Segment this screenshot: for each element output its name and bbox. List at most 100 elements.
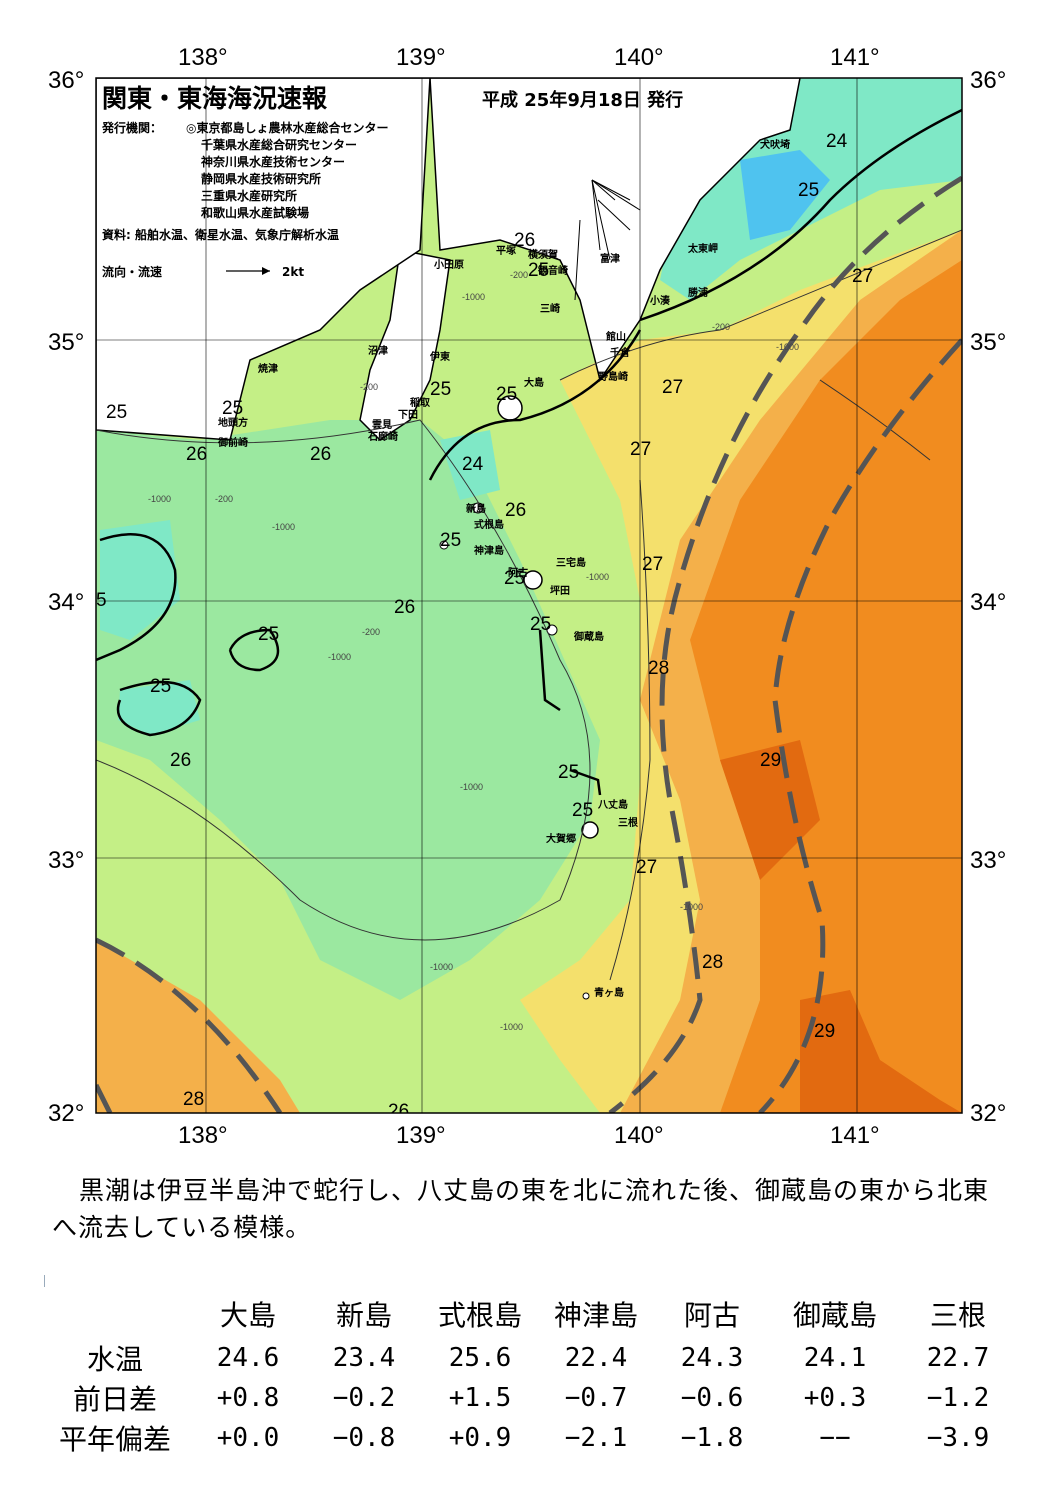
place-omaezaki: 御前崎 [217,436,248,449]
place-kumomi: 雲見 [372,419,392,431]
table-row: 平年偏差 +0.0 −0.8 +0.9 −2.1 −1.8 −− −3.9 [40,1418,1016,1458]
sea-surface-temperature-map: 24 25 27 25 25 26 26 25 25 24 26 25 25 2… [48,44,1006,1149]
place-taitomisaki: 太東岬 [687,242,718,255]
summary-text: 黒潮は伊豆半島沖で蛇行し、八丈島の東を北に流れた後、御蔵島の東から北東へ流去して… [52,1176,990,1242]
legend-scale: 2kt [282,265,304,279]
depth-label-1000-e: -1000 [586,572,609,582]
sst-band-30-area-south [800,990,962,1113]
place-odawara: 小田原 [433,258,464,271]
place-jitogata: 地頭方 [218,416,248,429]
land-shizuoka [96,78,431,441]
lat-left-36: 36° [48,67,84,94]
issuer-3: 神奈川県水産技術センター [201,154,345,169]
table-row: 水温 24.6 23.4 25.6 22.4 24.3 24.1 22.7 [40,1338,1016,1378]
iso-label-29-b: 29 [814,1021,835,1042]
iso-label-26-a: 26 [186,444,207,465]
divider-mark [44,1275,45,1287]
row-label: 前日差 [72,1383,157,1416]
place-aogashima: 青ヶ島 [594,986,624,999]
depth-label-1000-b: -1000 [148,494,171,504]
iso-label-25-oshima: 25 [496,384,517,405]
iso-label-25-miyake: 25 [504,568,525,589]
table-cell: −3.9 [926,1423,990,1453]
place-hachijojima: 八丈島 [597,798,628,811]
iso-label-26-sagami: 26 [514,230,535,251]
table-row: 前日差 +0.8 −0.2 +1.5 −0.7 −0.6 +0.3 −1.2 [40,1378,1016,1418]
column-header: 阿古 [683,1299,740,1332]
depth-label-200-b: -200 [360,382,378,392]
iso-label-25-izu: 25 [430,379,451,400]
place-numazu: 沼津 [368,344,388,357]
iso-label-25-hachijo: 25 [572,800,593,821]
lon-top-141: 141° [830,44,880,71]
island-kozushima [439,540,449,550]
table-cell: −0.8 [332,1423,396,1453]
table-cell: 24.3 [680,1343,744,1373]
place-ako: 阿古 [508,566,528,579]
sst-band-cool-pocket-west [100,520,180,640]
depth-label-1000-c: -1000 [272,522,295,532]
place-okago: 大賀郷 [546,832,576,845]
place-tateyama: 館山 [605,330,626,343]
sst-band-25-area [96,420,600,1000]
table-cell: 24.1 [803,1343,867,1373]
lon-bottom-139: 139° [396,1122,446,1149]
depth-label-200-c: -200 [215,494,233,504]
island-miyakejima [523,570,543,590]
table-cell: −2.1 [564,1423,628,1453]
lat-right-36: 36° [970,67,1006,94]
table-cell: +1.5 [448,1383,512,1413]
table-cell: −− [819,1423,851,1453]
map-header: 関東・東海海況速報 平成 25年9月18日 発行 発行機関： ◎東京都島しょ農林… [101,84,683,279]
table-cell: −0.6 [680,1383,744,1413]
table-cell: 24.6 [216,1343,280,1373]
lon-top-139: 139° [396,44,446,71]
table-cell: −1.2 [926,1383,990,1413]
row-label: 平年偏差 [58,1423,171,1456]
column-header: 三根 [929,1299,986,1332]
lat-left-33: 33° [48,847,84,874]
column-header: 大島 [219,1299,276,1332]
iso-label-29-a: 29 [760,750,781,771]
island-hachijojima [581,821,599,839]
place-hiratsuka: 平塚 [496,244,516,257]
depth-label-1000-a: -1000 [462,292,485,302]
table-cell: −1.8 [680,1423,744,1453]
column-header: 御蔵島 [792,1299,877,1332]
iso-label-25-kozu: 25 [440,530,461,551]
issuer-1: ◎東京都島しょ農林水産総合センター [186,120,388,135]
place-chikura: 千倉 [610,346,631,359]
place-inubozaki: 犬吠埼 [760,138,790,151]
row-label: 水温 [86,1343,143,1376]
iso-label-25-mid: 25 [258,624,279,645]
place-katsuura: 勝浦 [688,286,708,299]
lat-right-34: 34° [970,589,1006,616]
land-kanto [429,78,801,382]
place-kannonzaki: 観音崎 [538,264,568,277]
table-cell: +0.0 [216,1423,280,1453]
column-header: 神津島 [553,1299,638,1332]
place-yokosuka: 横須賀 [528,248,558,261]
lat-right-35: 35° [970,329,1006,356]
sst-band-cool-pocket-south [118,680,200,735]
sst-band-cool-pocket-izu [440,430,500,500]
sst-band-cold-east-coast [740,150,830,240]
iso-label-27-a: 27 [662,377,683,398]
iso-label-27-east: 27 [852,266,873,287]
issuer-4: 静岡県水産技術研究所 [201,171,321,186]
lon-bottom-140: 140° [614,1122,664,1149]
table-cell: 25.6 [448,1343,512,1373]
iso-label-28-c: 28 [183,1089,204,1110]
lon-bottom-138: 138° [178,1122,228,1149]
table-cell: +0.8 [216,1383,280,1413]
graticule [96,78,962,1113]
iso-label-24-izu: 24 [462,454,484,475]
kuroshio-axis [96,175,962,1113]
iso-label-24-east: 24 [826,131,848,152]
table-cell: −0.2 [332,1383,396,1413]
table-header-row: 大島 新島 式根島 神津島 阿古 御蔵島 三根 [40,1290,1016,1338]
island-temperature-table: 大島 新島 式根島 神津島 阿古 御蔵島 三根 水温 24.6 23.4 25.… [40,1290,1016,1458]
place-miyakejima: 三宅島 [556,556,586,569]
depth-label-200-e: -200 [712,322,730,332]
place-yaizu: 焼津 [258,362,278,375]
